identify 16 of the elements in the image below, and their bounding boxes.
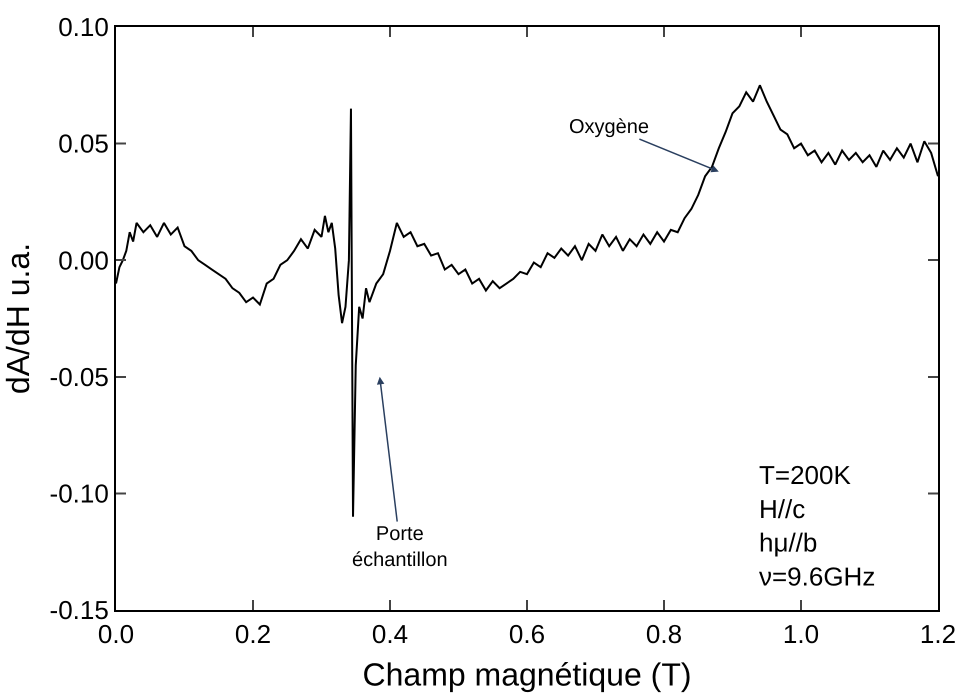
y-axis-title: dA/dH u.a.: [0, 242, 36, 394]
y-tick-label: -0.05: [50, 362, 109, 392]
x-axis-title: Champ magnétique (T): [362, 656, 692, 693]
annotation: T=200K H//c hμ//b ν=9.6GHz: [759, 460, 876, 592]
x-tick-label: 0.8: [646, 619, 682, 650]
x-tick-label: 0.6: [508, 619, 546, 650]
y-tick-label: 0.10: [58, 12, 109, 42]
x-tick-label: 1.2: [920, 619, 956, 650]
y-tick-label: 0.00: [58, 245, 109, 276]
x-tick-label: 0.2: [234, 619, 272, 650]
annotation: Oxygène: [569, 116, 650, 138]
y-tick-label: 0.05: [58, 128, 109, 159]
y-tick-label: -0.10: [50, 478, 109, 508]
annotation: Porte échantillon: [352, 523, 448, 571]
x-tick-label: 0.4: [372, 619, 408, 650]
x-tick-label: 1.0: [782, 619, 820, 650]
